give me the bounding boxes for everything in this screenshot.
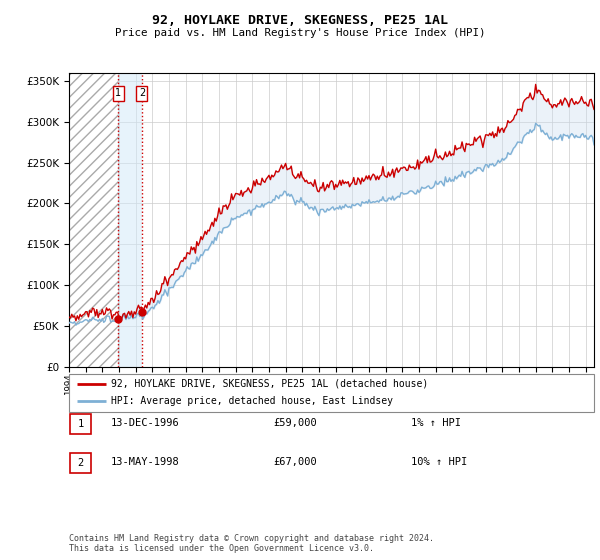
Text: 1% ↑ HPI: 1% ↑ HPI [411, 418, 461, 428]
FancyBboxPatch shape [70, 453, 91, 473]
Text: 1: 1 [115, 88, 121, 99]
FancyBboxPatch shape [70, 414, 91, 434]
Text: 92, HOYLAKE DRIVE, SKEGNESS, PE25 1AL (detached house): 92, HOYLAKE DRIVE, SKEGNESS, PE25 1AL (d… [111, 379, 428, 389]
Text: 92, HOYLAKE DRIVE, SKEGNESS, PE25 1AL: 92, HOYLAKE DRIVE, SKEGNESS, PE25 1AL [152, 14, 448, 27]
Bar [118, 73, 142, 367]
Text: 2: 2 [77, 458, 83, 468]
Text: £59,000: £59,000 [273, 418, 317, 428]
Text: 1: 1 [77, 419, 83, 429]
Text: HPI: Average price, detached house, East Lindsey: HPI: Average price, detached house, East… [111, 396, 393, 407]
Text: £67,000: £67,000 [273, 457, 317, 467]
FancyBboxPatch shape [69, 374, 594, 412]
Text: Contains HM Land Registry data © Crown copyright and database right 2024.
This d: Contains HM Land Registry data © Crown c… [69, 534, 434, 553]
Text: 2: 2 [139, 88, 145, 99]
Text: 13-DEC-1996: 13-DEC-1996 [111, 418, 180, 428]
Text: 10% ↑ HPI: 10% ↑ HPI [411, 457, 467, 467]
Text: 13-MAY-1998: 13-MAY-1998 [111, 457, 180, 467]
Bar [69, 73, 118, 367]
Text: Price paid vs. HM Land Registry's House Price Index (HPI): Price paid vs. HM Land Registry's House … [115, 28, 485, 38]
